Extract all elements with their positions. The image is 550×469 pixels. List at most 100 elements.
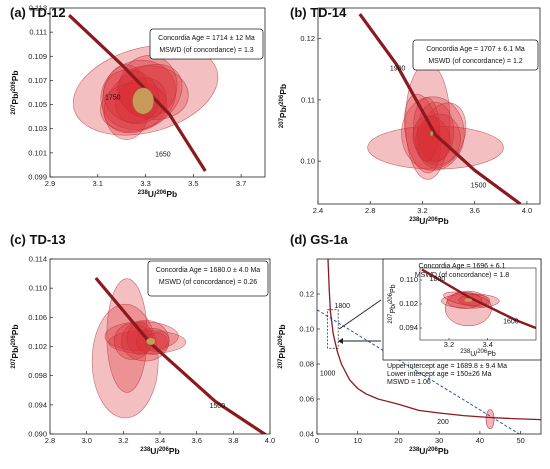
y-tick-label: 0.113 [29, 4, 47, 13]
x-tick-label: 4.0 [265, 436, 275, 445]
zoom-pointer [338, 299, 382, 330]
concordia-age-ellipse [429, 130, 434, 137]
mswd-text: MSWD (of concordance) = 1.2 [428, 58, 522, 65]
y-tick-label: 0.11 [301, 95, 315, 104]
y-tick-label: 0.106 [28, 313, 47, 322]
y-axis-label: 207Pb/206Pb [10, 324, 20, 368]
concordia-age-ellipse [146, 337, 156, 346]
concordia-curve [327, 259, 541, 421]
age-label: 200 [437, 419, 449, 426]
y-tick-label: 0.094 [28, 400, 47, 409]
x-tick-label: 3.6 [191, 436, 201, 445]
age-label: 1650 [155, 151, 171, 158]
x-tick-label: 2.9 [45, 179, 55, 188]
age-label: 1000 [320, 370, 336, 377]
plot-area [68, 14, 219, 172]
age-box [149, 28, 264, 60]
axes-frame [49, 7, 266, 178]
x-axis-label: 238U/206Pb [409, 216, 448, 226]
age-label: 1500 [210, 403, 226, 410]
age-label: 1750 [105, 95, 121, 102]
concordia-curve [421, 268, 536, 330]
y-tick-label: 0.109 [28, 52, 47, 61]
error-ellipse [446, 292, 483, 309]
y-tick-label: 0.107 [28, 76, 47, 85]
y-tick-label: 0.10 [299, 325, 314, 334]
y-tick-label: 0.06 [299, 395, 314, 404]
y-tick-label: 0.105 [28, 100, 47, 109]
panel-title: (b) TD-14 [290, 5, 347, 20]
concordia-curve [94, 276, 268, 434]
x-tick-label: 4.0 [522, 206, 532, 215]
y-tick-label: 0.111 [29, 28, 47, 37]
x-axis-label: 238U/206Pb [140, 446, 179, 456]
plot-area [91, 276, 268, 434]
error-ellipse [415, 113, 461, 166]
x-tick-label: 3.3 [140, 179, 150, 188]
concordia-age-ellipse [464, 298, 473, 302]
plot-area [358, 13, 522, 204]
x-tick-label: 3.1 [93, 179, 103, 188]
x-axis-label: 238U/206Pb [409, 446, 448, 456]
x-tick-label: 3.6 [469, 206, 479, 215]
x-tick-label: 3.4 [482, 340, 492, 349]
panel-d: (d) GS-1a 1800 1000 200 0 10 20 30 40 50 0.04 0.06 0… [277, 232, 542, 456]
x-tick-label: 3.2 [417, 206, 427, 215]
y-tick-label: 0.12 [299, 290, 314, 299]
x-tick-label: 20 [394, 436, 402, 445]
axes-frame [317, 7, 541, 205]
y-tick-label: 0.114 [29, 255, 47, 264]
y-tick-label: 0.094 [399, 323, 418, 332]
y-tick-label: 0.110 [29, 284, 47, 293]
x-tick-label: 3.2 [444, 340, 454, 349]
concordia-age-ellipse [132, 87, 155, 115]
x-tick-label: 3.5 [188, 179, 198, 188]
concordia-age-text: Concordia Age = 1680.0 ± 4.0 Ma [156, 267, 261, 274]
inset-y-axis-label: 207Pb/206Pb [388, 284, 397, 323]
age-box [147, 260, 269, 297]
arrow-head [338, 338, 343, 344]
y-axis-label: 207Pb/206Pb [278, 84, 288, 128]
y-tick-label: 0.102 [28, 342, 47, 351]
age-label: 1900 [390, 65, 406, 72]
x-axis-label: 238U/206Pb [138, 189, 177, 199]
y-tick-label: 0.103 [28, 124, 47, 133]
error-ellipse [413, 97, 440, 162]
x-tick-label: 2.8 [365, 206, 375, 215]
x-tick-label: 30 [435, 436, 443, 445]
panel-title: (d) GS-1a [290, 232, 349, 247]
inset-panel [382, 258, 542, 361]
x-tick-label: 3.4 [155, 436, 165, 445]
age-label: 1800 [335, 303, 351, 310]
concordia-age-text: Concordia Age = 1707 ± 6.1 Ma [426, 46, 525, 53]
error-ellipse [485, 409, 495, 430]
y-tick-label: 0.12 [300, 34, 315, 43]
intercept-text: MSWD = 1.06 [387, 379, 431, 386]
mswd-text: MSWD (of concordance) = 0.26 [159, 279, 257, 286]
concordia-curve [358, 13, 522, 204]
y-tick-label: 0.04 [299, 430, 314, 439]
panel-a: (a) TD-12 1750 1650 2.9 3.1 3.3 3.5 3.7 0.099 0.1… [10, 4, 266, 199]
y-tick-label: 0.102 [399, 299, 418, 308]
age-box [412, 39, 539, 71]
age-label: 1600 [503, 319, 519, 326]
x-tick-label: 10 [354, 436, 362, 445]
y-tick-label: 0.098 [28, 371, 47, 380]
panel-title: (a) TD-12 [10, 5, 66, 20]
mswd-text: MSWD (of concordance) = 1.8 [415, 272, 509, 279]
x-tick-label: 50 [516, 436, 524, 445]
x-tick-label: 40 [476, 436, 484, 445]
y-axis-label: 207Pb/206Pb [277, 324, 287, 368]
zoom-box [327, 309, 339, 349]
y-tick-label: 0.101 [28, 148, 47, 157]
panel-c: (c) TD-13 1500 2.8 3.0 3.2 3.4 3.6 3.8 4.0 0.090 0… [10, 232, 275, 456]
y-tick-label: 0.10 [300, 157, 315, 166]
x-tick-label: 3.0 [81, 436, 91, 445]
x-tick-label: 3.8 [228, 436, 238, 445]
inset-plot [421, 268, 536, 330]
concordia-age-text: Concordia Age = 1696 ± 6.1 [419, 263, 506, 270]
intercept-text: Lower intercept age = 150±26 Ma [387, 371, 492, 378]
y-axis-label: 207Pb/206Pb [10, 70, 20, 114]
mswd-text: MSWD (of concordance) = 1.3 [159, 47, 253, 54]
